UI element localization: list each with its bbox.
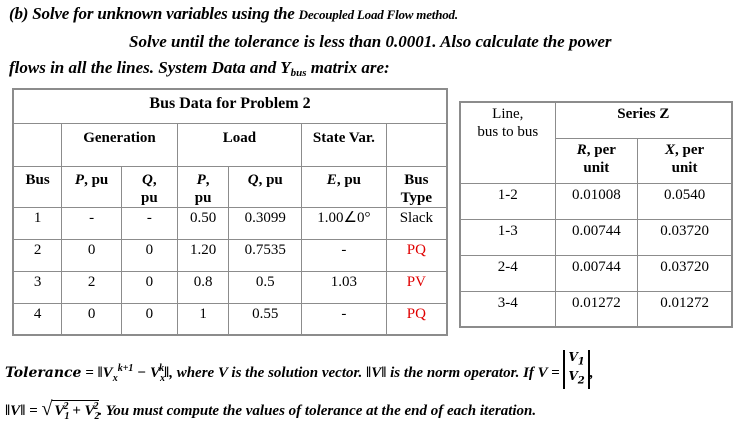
cell-e: 1.00∠0° [301,206,387,240]
cell-gen-p: - [61,206,122,240]
header-load-p: P, pu [176,165,230,208]
instruction-text: flows in all the lines. System Data and … [9,58,291,77]
sqrt-icon: √ [41,398,53,420]
cell-bus-type: PQ [385,302,448,336]
ybus-subscript: bus [290,67,307,79]
cell-x: 0.03720 [637,254,733,292]
cell-r: 0.00744 [554,218,639,256]
cell-gen-q: 0 [120,238,178,272]
cell-bus-type: PV [385,270,448,304]
table-row: 3 2 0 0.8 0.5 1.03 PV [12,270,448,304]
cell-bus: 1 [12,206,63,240]
cell-r: 0.01272 [554,290,639,328]
table-row: 1-3 0.00744 0.03720 [459,218,733,256]
table-row: 1-2 0.01008 0.0540 [459,182,733,220]
instruction-line-3: flows in all the lines. System Data and … [9,58,390,79]
header-line: Line, bus to bus [459,101,556,184]
cell-load-q: 0.55 [228,302,303,336]
cell-x: 0.0540 [637,182,733,220]
header-r: R, per unit [554,137,639,184]
group-generation: Generation [61,122,178,167]
cell-load-p: 0.50 [176,206,230,240]
table-row: 2-4 0.00744 0.03720 [459,254,733,292]
cell-load-p: 1.20 [176,238,230,272]
instruction-text: matrix are: [306,58,390,77]
table-row: 1 - - 0.50 0.3099 1.00∠0° Slack [12,206,448,240]
cell-gen-p: 2 [61,270,122,304]
cell-e: 1.03 [301,270,387,304]
cell-load-q: 0.5 [228,270,303,304]
table-row: 3-4 0.01272 0.01272 [459,290,733,328]
table-row: 4 0 0 1 0.55 - PQ [12,302,448,336]
cell-load-p: 0.8 [176,270,230,304]
table-title: Bus Data for Problem 2 [12,88,448,124]
instruction-text: (b) Solve for unknown variables using th… [9,4,299,23]
group-state-var: State Var. [301,122,387,167]
cell-line: 1-3 [459,218,556,256]
empty-header [12,122,63,167]
cell-e: - [301,238,387,272]
cell-gen-q: 0 [120,302,178,336]
empty-header [385,122,448,167]
cell-load-p: 1 [176,302,230,336]
vector-matrix: V1 V2 [563,350,590,389]
cell-x: 0.03720 [637,218,733,256]
cell-x: 0.01272 [637,290,733,328]
instruction-line-2: Solve until the tolerance is less than 0… [129,32,612,51]
line-data-table: Line, bus to bus Series Z R, per unit X, p… [459,101,733,328]
header-bus: Bus [12,165,63,208]
cell-e: - [301,302,387,336]
tolerance-label: Tolerance [5,364,82,381]
cell-line: 3-4 [459,290,556,328]
header-e: E, pu [301,165,387,208]
cell-r: 0.01008 [554,182,639,220]
header-gen-q: Q, pu [120,165,178,208]
header-load-q: Q, pu [228,165,303,208]
cell-bus-type: PQ [385,238,448,272]
cell-load-q: 0.3099 [228,206,303,240]
cell-bus: 2 [12,238,63,272]
tolerance-formula: Tolerance = ‖Vxk+1 − Vxk‖, where V is th… [5,350,594,389]
header-bus-type: Bus Type [385,165,448,208]
header-x: X, per unit [637,137,733,184]
cell-bus: 3 [12,270,63,304]
cell-r: 0.00744 [554,254,639,292]
sqrt-expression: V12 + V22 [52,400,100,422]
norm-formula: ‖V‖ = √ V12 + V22. You must compute the v… [5,398,537,422]
cell-bus: 4 [12,302,63,336]
header-series-z: Series Z [554,101,733,139]
cell-gen-p: 0 [61,302,122,336]
instruction-line-1: (b) Solve for unknown variables using th… [9,4,458,24]
cell-gen-q: - [120,206,178,240]
method-name: Decoupled Load Flow method. [298,7,458,22]
group-load: Load [176,122,303,167]
cell-line: 1-2 [459,182,556,220]
cell-line: 2-4 [459,254,556,292]
cell-gen-q: 0 [120,270,178,304]
bus-data-table: Bus Data for Problem 2 Generation Load S… [12,88,448,336]
cell-load-q: 0.7535 [228,238,303,272]
formula-text: . You must compute the values of toleran… [98,403,537,419]
header-gen-p: P, pu [61,165,122,208]
formula-text: , where V is the solution vector. ‖V‖ is… [169,364,564,381]
cell-gen-p: 0 [61,238,122,272]
cell-bus-type: Slack [385,206,448,240]
table-row: 2 0 0 1.20 0.7535 - PQ [12,238,448,272]
